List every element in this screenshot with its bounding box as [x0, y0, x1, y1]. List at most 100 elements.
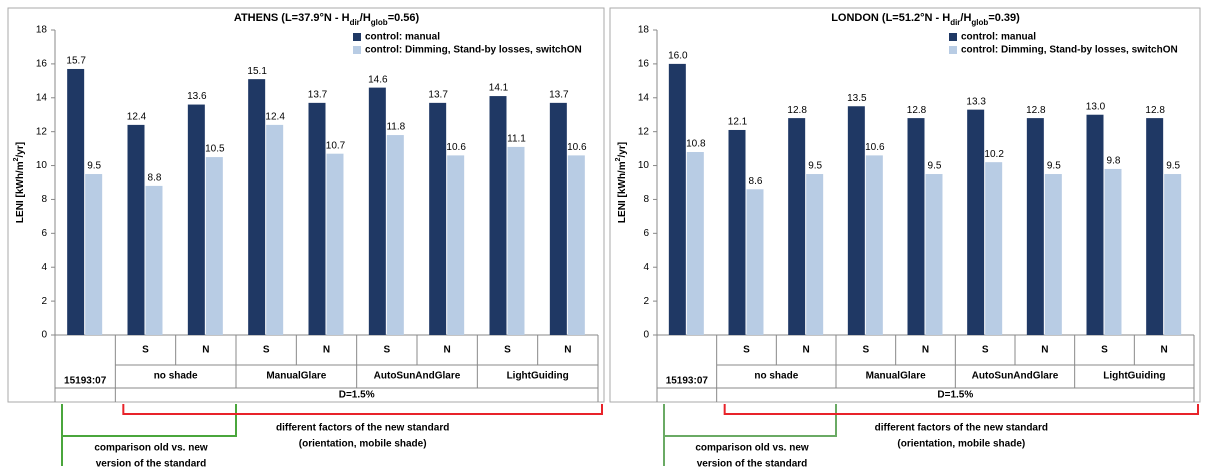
legend-label: control: Dimming, Stand-by losses, switc…	[365, 45, 582, 56]
panel-frame	[609, 7, 1201, 403]
bar	[1086, 114, 1104, 335]
x-tick-label: S	[142, 345, 149, 356]
bar	[967, 109, 985, 335]
value-label: 12.8	[907, 105, 927, 116]
bar	[907, 118, 925, 335]
group-label: LightGuiding	[1103, 371, 1165, 382]
value-label: 15.7	[66, 56, 86, 67]
panel: ATHENS (L=37.9°N - Hdir/Hglob=0.56) LENI …	[7, 7, 605, 403]
bracket	[723, 404, 1199, 415]
y-tick-label: 8	[41, 194, 47, 205]
y-tick-label: 14	[638, 92, 650, 103]
title-part: ATHENS (L=37.9°N - H	[234, 12, 350, 24]
x-tick-label: S	[263, 345, 270, 356]
group-label: ManualGlare	[866, 371, 926, 382]
value-label: 13.7	[549, 90, 569, 101]
value-label: 9.8	[1107, 156, 1121, 167]
bar	[728, 129, 746, 335]
value-label: 10.5	[205, 144, 225, 155]
title-part: LONDON (L=51.2°N - H	[831, 12, 950, 24]
legend-swatch	[353, 33, 361, 41]
y-tick-label: 4	[643, 262, 649, 273]
bar	[187, 104, 205, 335]
y-tick-label: 16	[638, 59, 650, 70]
group-label: 15193:07	[64, 376, 107, 387]
y-tick-label: 8	[643, 194, 649, 205]
bar	[806, 174, 824, 335]
outer-group-label: D=1.5%	[937, 390, 973, 401]
x-tick-label: N	[1161, 345, 1168, 356]
title-part: glob	[971, 18, 988, 27]
y-label-part: /yr]	[15, 142, 26, 158]
annotation: comparison old vs. new	[695, 443, 809, 454]
panel: LONDON (L=51.2°N - Hdir/Hglob=0.39) LENI …	[609, 7, 1201, 403]
x-tick-label: N	[564, 345, 571, 356]
bar	[668, 63, 686, 336]
x-tick-label: S	[743, 345, 750, 356]
value-label: 12.8	[787, 105, 807, 116]
y-tick-label: 4	[41, 262, 47, 273]
value-label: 15.1	[247, 66, 267, 77]
bar	[326, 153, 344, 335]
annotation: (orientation, mobile shade)	[897, 439, 1025, 450]
bar	[85, 174, 103, 335]
annotation: version of the standard	[96, 459, 207, 470]
title-part: =0.56)	[388, 12, 420, 24]
x-tick-label: S	[982, 345, 989, 356]
bar	[266, 124, 284, 335]
title-part: =0.39)	[988, 12, 1020, 24]
bar	[1164, 174, 1182, 335]
legend-label: control: Dimming, Stand-by losses, switc…	[961, 45, 1178, 56]
value-label: 8.8	[148, 173, 162, 184]
group-label: AutoSunAndGlare	[972, 371, 1059, 382]
legend-label: control: manual	[365, 32, 440, 43]
y-tick-label: 12	[36, 126, 48, 137]
y-tick-label: 18	[638, 25, 650, 36]
annotation: (orientation, mobile shade)	[299, 439, 427, 450]
bar	[686, 152, 704, 335]
title-part: /H	[360, 12, 371, 24]
group-label: no shade	[754, 371, 798, 382]
y-tick-label: 2	[643, 296, 649, 307]
value-label: 9.5	[1047, 161, 1061, 172]
bar	[788, 118, 806, 335]
title-part: glob	[371, 18, 388, 27]
legend-swatch	[949, 46, 957, 54]
x-tick-label: N	[323, 345, 330, 356]
y-tick-label: 10	[638, 160, 650, 171]
y-label-part: 2	[13, 157, 20, 161]
group-label: 15193:07	[666, 376, 709, 387]
value-label: 11.8	[386, 122, 405, 133]
title-part: /H	[960, 12, 971, 24]
outer-group-label: D=1.5%	[339, 390, 375, 401]
x-tick-label: N	[922, 345, 929, 356]
value-label: 9.5	[1166, 161, 1180, 172]
value-label: 16.0	[668, 51, 688, 62]
value-label: 13.7	[428, 90, 448, 101]
value-label: 12.4	[265, 112, 285, 123]
bar	[447, 155, 465, 335]
bar	[746, 189, 764, 335]
x-tick-label: N	[803, 345, 810, 356]
bar	[308, 102, 326, 335]
value-label: 9.5	[87, 161, 101, 172]
y-tick-label: 6	[41, 228, 47, 239]
group-label: AutoSunAndGlare	[374, 371, 461, 382]
value-label: 9.5	[928, 161, 942, 172]
y-tick-label: 0	[643, 330, 649, 341]
bar	[1044, 174, 1062, 335]
legend-label: control: manual	[961, 32, 1036, 43]
y-tick-label: 2	[41, 296, 47, 307]
y-tick-label: 10	[36, 160, 48, 171]
bar	[127, 124, 145, 335]
value-label: 12.8	[1145, 105, 1165, 116]
y-tick-label: 14	[36, 92, 48, 103]
value-label: 13.7	[308, 90, 328, 101]
value-label: 11.1	[507, 134, 526, 145]
bar	[67, 68, 85, 335]
bar	[248, 79, 266, 335]
x-tick-label: S	[1101, 345, 1108, 356]
group-label: LightGuiding	[507, 371, 569, 382]
value-label: 14.1	[489, 83, 509, 94]
